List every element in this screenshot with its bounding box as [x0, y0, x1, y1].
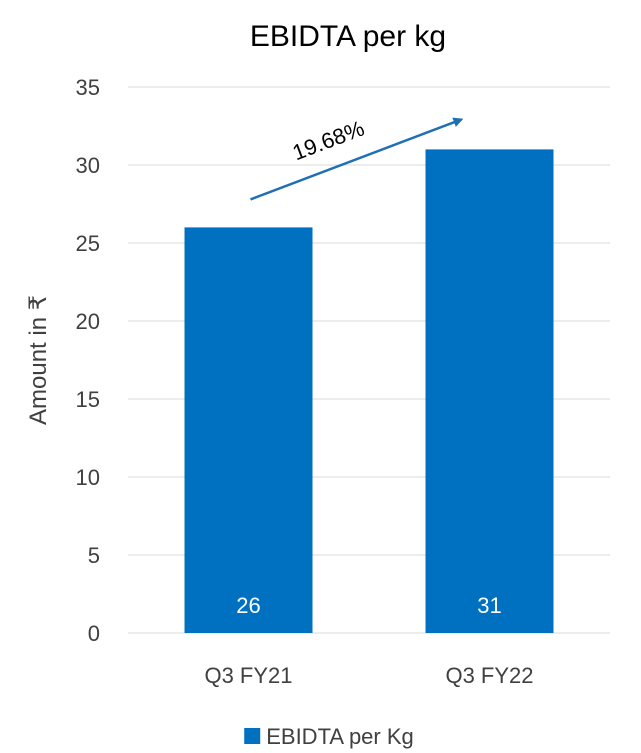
- y-tick-label: 15: [76, 387, 100, 412]
- y-axis-label: Amount in ₹: [25, 295, 52, 425]
- data-labels: 26 31: [236, 593, 501, 618]
- y-tick-label: 10: [76, 465, 100, 490]
- y-tick-label: 0: [88, 621, 100, 646]
- y-tick-label: 20: [76, 309, 100, 334]
- bar: [425, 149, 554, 633]
- y-tick-label: 5: [88, 543, 100, 568]
- chart-title: EBIDTA per kg: [250, 20, 446, 53]
- y-axis-ticks: 0 5 10 15 20 25 30 35: [76, 75, 100, 646]
- bars: [184, 149, 554, 633]
- x-tick-label: Q3 FY22: [445, 663, 533, 688]
- bar: [184, 227, 313, 633]
- growth-annotation-text: 19.68%: [289, 115, 368, 165]
- y-tick-label: 35: [76, 75, 100, 100]
- growth-arrow-icon: [250, 117, 464, 201]
- data-label: 26: [236, 593, 260, 618]
- legend-swatch-icon: [244, 728, 261, 744]
- x-axis-ticks: Q3 FY21 Q3 FY22: [204, 663, 533, 688]
- legend-label: EBIDTA per Kg: [266, 724, 414, 749]
- x-tick-label: Q3 FY21: [204, 663, 292, 688]
- data-label: 31: [477, 593, 501, 618]
- legend: EBIDTA per Kg: [244, 724, 414, 749]
- y-tick-label: 25: [76, 231, 100, 256]
- y-tick-label: 30: [76, 153, 100, 178]
